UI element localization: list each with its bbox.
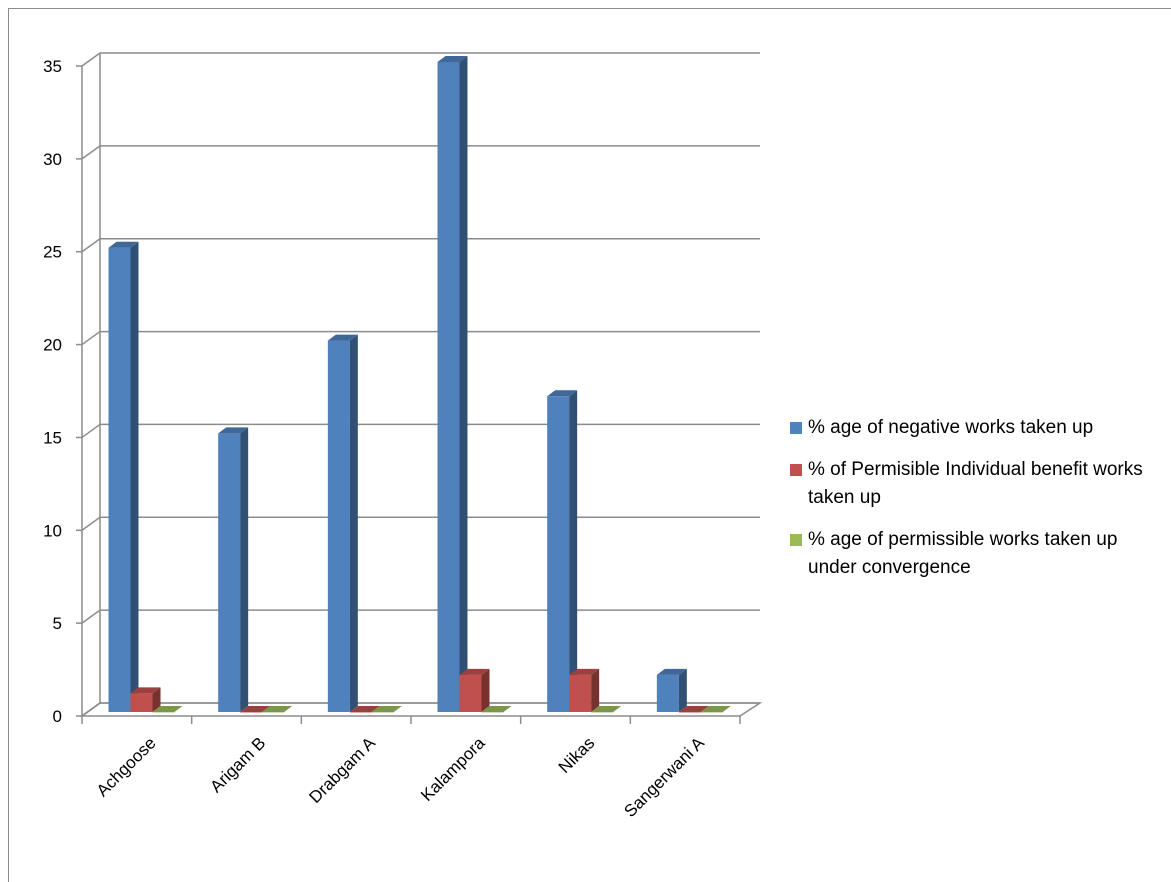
legend-swatch-individual-benefit [790, 464, 802, 476]
y-tick-label: 35 [43, 57, 62, 76]
y-tick-label: 15 [43, 428, 62, 447]
legend-item-negative-works: % age of negative works taken up [790, 414, 1150, 442]
bar-front [130, 693, 153, 712]
legend-label-negative-works: % age of negative works taken up [808, 417, 1094, 438]
bar-side [481, 668, 490, 712]
bar-top [218, 427, 249, 434]
bar-top [591, 706, 622, 712]
legend-swatch-negative-works [790, 422, 802, 434]
bar-side [459, 56, 468, 712]
bar-side [349, 334, 358, 712]
y-tick-label: 0 [53, 707, 62, 726]
legend-swatch-convergence [790, 534, 802, 546]
bar-top [371, 706, 402, 712]
bar-front [700, 712, 723, 713]
bar-top [437, 56, 468, 62]
bar-front [152, 712, 175, 713]
y-tick-label: 25 [43, 243, 62, 262]
bar-top [547, 390, 578, 397]
gridline-side [81, 145, 101, 160]
x-category-label: Arigam B [206, 733, 269, 796]
bar-top [327, 334, 358, 341]
bar-top [349, 706, 380, 712]
bar-front [327, 340, 350, 712]
bar-top [569, 668, 600, 675]
chart-frame [8, 8, 1171, 882]
legend-item-individual-benefit: % of Permisible Individual benefit works… [790, 456, 1150, 512]
bar-side [240, 427, 249, 712]
bar-top [262, 706, 293, 712]
x-category-label: Achgoose [93, 733, 160, 800]
gridline-side [81, 423, 101, 439]
bar-front [547, 396, 570, 712]
bar-top [678, 706, 709, 712]
bar-top [481, 706, 512, 712]
bar-front [108, 247, 131, 712]
x-category-label: Kalampora [417, 733, 489, 805]
y-tick-label: 30 [43, 150, 62, 169]
bar-side [569, 390, 578, 712]
x-category-label: Nikas [555, 733, 598, 776]
bar-front [218, 433, 241, 712]
gridline-side [81, 609, 101, 624]
bar-front [349, 712, 372, 713]
legend-label-convergence: % age of permissible works taken up unde… [808, 529, 1118, 578]
legend-label-individual-benefit: % of Permisible Individual benefit works… [808, 459, 1143, 508]
bar-front [371, 712, 394, 713]
bar-top [130, 687, 161, 694]
bar-side [130, 241, 139, 712]
bar-top [656, 668, 687, 675]
bar-front [240, 712, 263, 713]
y-tick-label: 20 [43, 336, 62, 355]
bar-front [459, 674, 482, 712]
x-category-label: Drabgam A [305, 733, 379, 807]
bar-side [152, 687, 161, 712]
gridline-side [81, 516, 101, 531]
y-tick-label: 10 [43, 521, 62, 540]
x-category-label: Sangerwani A [620, 733, 708, 821]
y-tick-label: 5 [53, 614, 62, 633]
bar-top [240, 706, 271, 712]
bar-front [656, 674, 679, 712]
bar-top [152, 706, 183, 712]
bar-side [678, 668, 687, 712]
legend-item-convergence: % age of permissible works taken up unde… [790, 526, 1150, 582]
bar-front [437, 62, 460, 712]
bar-front [591, 712, 614, 713]
bar-top [108, 241, 139, 248]
bar-side [591, 668, 600, 712]
bar-front [481, 712, 504, 713]
gridline-side [81, 52, 101, 67]
bar-front [569, 674, 592, 712]
bar-top [459, 668, 490, 675]
gridline-side [81, 238, 101, 253]
bar-front [678, 712, 701, 713]
legend: % age of negative works taken up % of Pe… [790, 414, 1150, 596]
gridline-side [81, 330, 101, 346]
bar-front [262, 712, 285, 713]
bar-top [700, 706, 731, 712]
